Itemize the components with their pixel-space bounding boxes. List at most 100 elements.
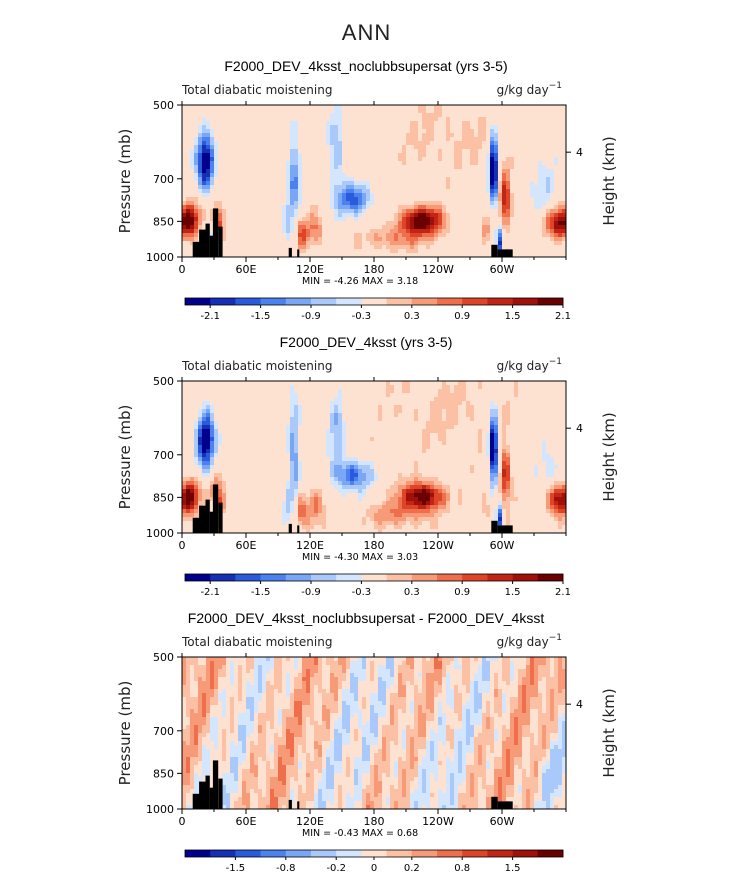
chart-title: F2000_DEV_4ksst (yrs 3-5) [280,334,453,350]
colorbar-frame [184,573,564,582]
y-tick-label: 850 [153,491,174,504]
colorbar-swatch [487,574,513,581]
colorbar-swatch [386,298,413,305]
units-label: g/kg day−1 [497,357,562,373]
colorbar-tick-label: -0.9 [301,311,321,322]
colorbar-swatch [235,850,261,857]
topography-mask [192,208,513,257]
colorbar-swatch [537,574,564,581]
right-axis-label: Height (km) [600,136,618,225]
colorbar-tick-label: 0 [371,863,377,872]
colorbar-swatch [462,574,488,581]
colorbar-tick-label: 0.3 [404,311,420,322]
colorbar-swatch [336,574,362,581]
colorbar-tick-label: 1.5 [505,311,521,322]
y-axis-label: Pressure (mb) [116,129,134,234]
field-label: Total diabatic moistening [181,359,332,373]
colorbar-tick-label: 0.3 [404,587,420,598]
colorbar-swatch [185,298,211,305]
colorbar-tick-label: 0.8 [454,863,470,872]
colorbar-swatch [411,574,438,581]
colorbar-tick-label: -0.9 [301,587,321,598]
x-tick-label: 60E [236,815,257,828]
colorbar-swatch [537,298,564,305]
y-tick-label: 1000 [146,803,174,816]
min-max-label: MIN = -0.43 MAX = 0.68 [302,828,418,839]
topography-mask [192,484,513,533]
colorbar-swatch [336,298,362,305]
colorbar-swatch [512,574,539,581]
colorbar-swatch [311,298,337,305]
x-tick-label: 60W [490,815,515,828]
colorbar-tick-label: 0.9 [454,311,470,322]
y-tick-label: 1000 [146,251,174,264]
field-label: Total diabatic moistening [181,635,332,649]
colorbar-swatch [260,298,287,305]
x-tick-label: 60E [236,539,257,552]
colorbar-tick-label: -0.3 [352,311,372,322]
colorbar-swatch [311,574,337,581]
contour-field [182,105,566,257]
colorbar-swatch [386,850,413,857]
colorbar-tick-label: -2.1 [200,311,220,322]
chart-title: F2000_DEV_4ksst_noclubbsupersat - F2000_… [188,610,545,626]
contour-field [182,657,566,809]
colorbar: -1.5 -0.8 -0.2 0 0.2 0.8 1.5 [184,849,564,872]
colorbar-swatch [336,850,362,857]
page-title: ANN [341,20,392,45]
colorbar-swatch [462,298,488,305]
colorbar-swatch [185,850,211,857]
colorbar-swatch [235,574,261,581]
colorbar-swatch [285,298,312,305]
colorbar-swatch [537,850,564,857]
x-tick-label: 60W [490,263,515,276]
colorbar-tick-label: -1.5 [251,311,271,322]
right-axis-label: Height (km) [600,688,618,777]
colorbar-tick-label: 2.1 [555,311,571,322]
y-tick-label: 500 [153,375,174,388]
colorbar-tick-label: 1.5 [505,863,521,872]
y-axis-label: Pressure (mb) [116,405,134,510]
x-tick-label: 60W [490,539,515,552]
x-tick-label: 0 [179,815,186,828]
contour-field [182,381,566,533]
colorbar-tick-label: -1.5 [251,587,271,598]
units-label: g/kg day−1 [497,81,562,97]
colorbar-swatch [411,850,438,857]
x-tick-label: 60E [236,263,257,276]
colorbar-swatch [210,298,236,305]
colorbar-swatch [386,574,413,581]
colorbar-tick-label: 1.5 [505,587,521,598]
colorbar-tick-label: -0.8 [276,863,296,872]
min-max-label: MIN = -4.30 MAX = 3.03 [302,552,418,563]
x-tick-label: 120W [422,815,454,828]
colorbar-swatch [235,298,261,305]
y-tick-label: 850 [153,215,174,228]
right-axis-label: Height (km) [600,412,618,501]
colorbar-tick-label: 2.1 [555,587,571,598]
y-tick-label: 700 [153,725,174,738]
colorbar-swatch [210,850,236,857]
chart-title: F2000_DEV_4ksst_noclubbsupersat (yrs 3-5… [224,58,507,74]
colorbar-swatch [411,298,438,305]
colorbar: -2.1 -1.5 -0.9 -0.3 0.3 0.9 1.5 2.1 [184,573,571,598]
colorbar-swatch [437,298,463,305]
colorbar-swatch [487,850,513,857]
colorbar-swatch [285,574,312,581]
field-label: Total diabatic moistening [181,83,332,97]
x-tick-label: 120W [422,263,454,276]
colorbar-swatch [512,298,539,305]
colorbar-tick-label: -0.3 [352,587,372,598]
colorbar-swatch [512,850,539,857]
units-label: g/kg day−1 [497,633,562,649]
chart-panel-3: F2000_DEV_4ksst_noclubbsupersat - F2000_… [116,610,618,872]
colorbar-swatch [210,574,236,581]
colorbar-swatch [260,850,287,857]
colorbar-swatch [311,850,337,857]
colorbar-swatch [487,298,513,305]
x-tick-label: 0 [179,539,186,552]
right-tick-label: 4 [576,422,583,435]
colorbar-tick-label: -2.1 [200,587,220,598]
x-tick-label: 120E [296,263,324,276]
colorbar-tick-label: -0.2 [326,863,346,872]
